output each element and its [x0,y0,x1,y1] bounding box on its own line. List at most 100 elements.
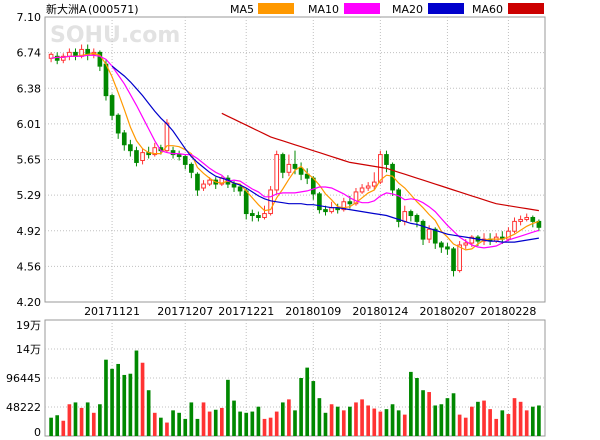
candle-body [170,150,176,156]
volume-bar [238,411,242,436]
candle-body [359,187,365,193]
candle-body [195,173,200,191]
candle-body [121,132,127,146]
volume-bar [159,417,163,436]
candle-body [249,213,255,217]
candle-body [439,242,444,248]
volume-bar [128,373,133,436]
moving-average-lines [51,52,540,251]
candle-body [304,173,310,179]
candle-body [451,248,456,272]
candle-body [402,211,408,222]
price-y-tick: 4.56 [17,260,42,273]
candle-body [54,55,60,61]
volume-bar [354,402,358,436]
candle-body [97,51,103,67]
candle-body [512,220,517,232]
volume-bar [323,412,328,436]
volume-bar [183,418,188,436]
volume-bar [232,400,236,436]
volume-bar [494,418,499,436]
volume-bar [189,402,194,436]
volume-bar [280,402,285,436]
volume-bar [152,412,157,436]
price-y-tick: 6.38 [17,82,42,95]
volume-bar [390,404,395,436]
volume-bar [244,412,249,436]
volume-bar [293,410,297,436]
candle-body [274,154,280,191]
candle-body [378,154,383,183]
volume-bar [116,363,120,436]
date-tick: 20180207 [419,305,475,318]
volume-bar [500,410,505,436]
candle-body [365,185,371,189]
candle-body [201,183,206,189]
candle-body [189,163,194,173]
candle-body [408,211,414,217]
volume-bars [49,350,541,436]
volume-bar [110,368,114,436]
date-tick: 20180228 [480,305,536,318]
volume-bar [213,409,218,436]
legend-ma60-label: MA60 [472,3,503,16]
candle-body [317,193,322,211]
price-y-tick: 6.01 [17,118,42,131]
legend-ma20-label: MA20 [392,3,423,16]
candle-body [231,183,237,188]
volume-bar [122,374,127,436]
ma10-line [51,54,540,249]
candle-body [182,156,188,165]
candle-body [426,228,432,240]
volume-bar [250,411,255,436]
legend: MA5 MA10 MA20 MA60 [230,3,544,16]
volume-bar [299,378,303,436]
candle-body [292,163,298,169]
volume-bar [360,399,364,436]
volume-bar [427,392,431,436]
candle-body [445,246,450,250]
volume-y-tick-labels: 19万 14万 96445 48222 0 [6,319,41,439]
legend-ma10-label: MA10 [308,3,339,16]
volume-bar [268,417,273,436]
price-y-tick: 5.65 [17,154,42,167]
candle-body [353,191,359,205]
candle-body [524,216,530,220]
candle-body [152,147,158,156]
candle-body [457,244,462,272]
candle-body [280,154,286,173]
price-y-tick: 4.92 [17,225,42,238]
chart-header: 新大洲A (000571) [46,2,139,16]
volume-bar [329,404,334,436]
volume-y-tick: 48222 [6,401,41,414]
volume-bar [537,405,541,436]
volume-bar [439,404,444,436]
volume-bar [366,405,370,436]
volume-bar [512,398,517,436]
volume-bar [524,410,529,436]
stock-name: 新大洲A [46,2,87,16]
volume-y-tick: 14万 [16,343,41,356]
candle-body [371,181,377,187]
candle-body [262,213,267,218]
candlesticks [48,44,542,277]
volume-bar [384,409,389,436]
volume-bar [79,407,84,436]
candle-body [140,152,145,161]
volume-bar [488,409,492,436]
volume-bar [256,406,261,436]
candle-body [469,236,475,244]
legend-ma5-swatch [258,3,294,14]
legend-ma10-swatch [344,3,380,14]
candle-body [384,154,389,165]
volume-bar [140,362,145,436]
candle-body [176,154,182,158]
date-tick-labels: 20171121 20171207 20171221 20180109 20180124… [84,305,536,318]
date-tick: 20171207 [157,305,213,318]
volume-bar [518,401,523,436]
volume-bar [482,400,486,436]
candle-body [134,150,139,163]
candle-body [530,216,536,222]
volume-bar [177,412,181,436]
